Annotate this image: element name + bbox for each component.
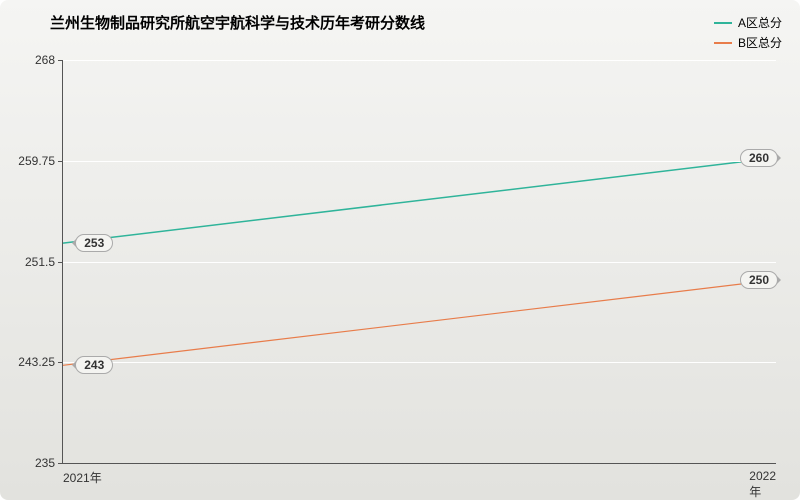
chart-container: 兰州生物制品研究所航空宇航科学与技术历年考研分数线 A区总分 B区总分 2352… bbox=[0, 0, 800, 500]
value-label: 250 bbox=[740, 271, 778, 289]
value-label: 253 bbox=[75, 234, 113, 252]
legend-item-a: A区总分 bbox=[714, 14, 782, 31]
gridline bbox=[63, 60, 776, 61]
legend: A区总分 B区总分 bbox=[714, 14, 782, 54]
y-tick-label: 243.25 bbox=[18, 355, 63, 369]
value-label: 243 bbox=[75, 356, 113, 374]
gridline bbox=[63, 161, 776, 162]
y-tick-label: 259.75 bbox=[18, 154, 63, 168]
gridline bbox=[63, 362, 776, 363]
x-tick-label: 2022年 bbox=[749, 463, 776, 500]
value-label: 260 bbox=[740, 149, 778, 167]
x-tick-label: 2021年 bbox=[63, 463, 102, 486]
chart-title: 兰州生物制品研究所航空宇航科学与技术历年考研分数线 bbox=[50, 12, 425, 33]
series-line bbox=[63, 280, 776, 365]
legend-swatch-b bbox=[714, 42, 732, 44]
legend-label-a: A区总分 bbox=[738, 14, 782, 31]
legend-swatch-a bbox=[714, 22, 732, 24]
legend-label-b: B区总分 bbox=[738, 34, 782, 51]
plot-area: 235243.25251.5259.752682021年2022年2532602… bbox=[62, 60, 776, 464]
gridline bbox=[63, 262, 776, 263]
series-line bbox=[63, 158, 776, 243]
legend-item-b: B区总分 bbox=[714, 34, 782, 51]
